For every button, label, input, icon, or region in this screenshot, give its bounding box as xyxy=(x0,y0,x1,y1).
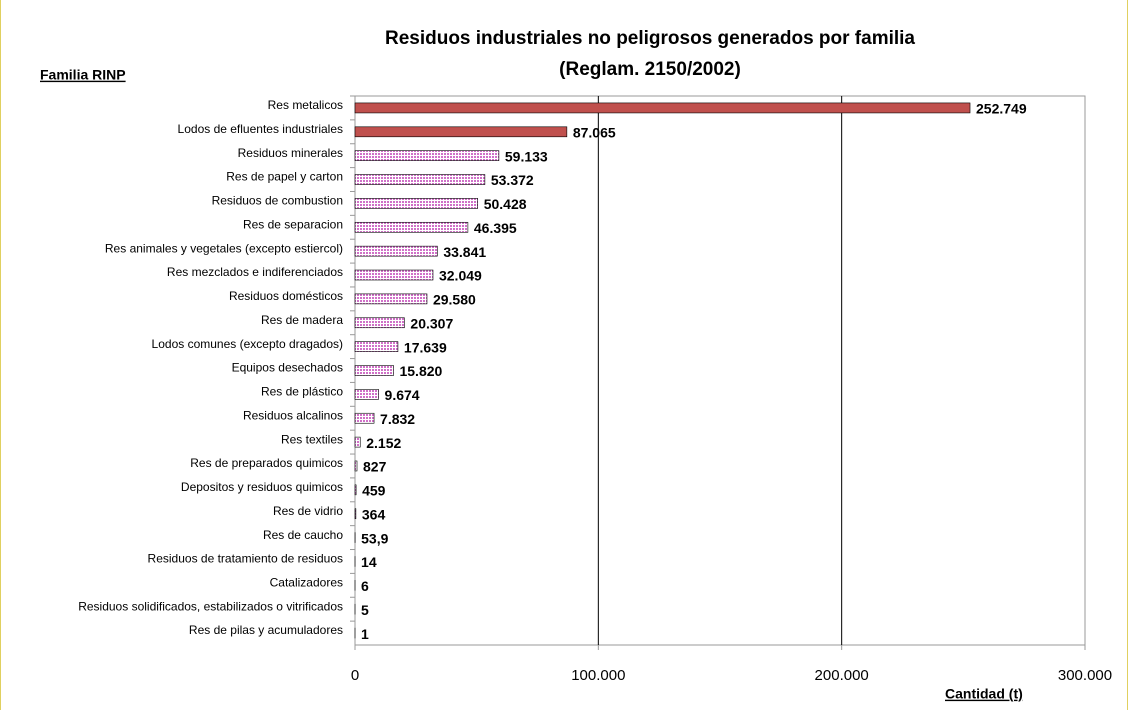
y-tick-label: Res de pilas y acumuladores xyxy=(189,623,343,637)
x-tick-label: 0 xyxy=(351,667,359,684)
y-tick-label: Lodos de efluentes industriales xyxy=(178,122,343,136)
value-label: 20.307 xyxy=(410,315,453,331)
value-label: 1 xyxy=(361,626,369,642)
bar xyxy=(354,484,357,496)
y-tick-label: Res animales y vegetales (excepto estier… xyxy=(105,241,343,255)
x-tick-label: 300.000 xyxy=(1058,667,1112,684)
value-label: 2.152 xyxy=(366,435,401,451)
y-tick-label: Residuos minerales xyxy=(238,146,343,160)
value-label: 15.820 xyxy=(399,363,442,379)
y-tick-label: Res de papel y carton xyxy=(226,170,343,184)
y-tick-label: Catalizadores xyxy=(270,575,343,589)
value-label: 364 xyxy=(362,506,386,522)
value-label: 29.580 xyxy=(433,292,476,308)
bar xyxy=(354,412,375,424)
value-label: 32.049 xyxy=(439,268,482,284)
y-tick-label: Depositos y residuos quimicos xyxy=(181,480,343,494)
bar xyxy=(354,508,357,520)
x-axis-label: Cantidad (t) xyxy=(945,686,1023,702)
value-label: 53.372 xyxy=(491,172,534,188)
y-tick-label: Equipos desechados xyxy=(232,361,343,375)
y-tick-label: Residuos alcalinos xyxy=(243,408,343,422)
value-label: 5 xyxy=(361,602,369,618)
bar xyxy=(354,436,361,448)
y-tick-label: Residuos de tratamiento de residuos xyxy=(148,552,343,566)
value-label: 6 xyxy=(361,578,369,594)
y-tick-label: Lodos comunes (excepto dragados) xyxy=(152,337,343,351)
bar xyxy=(354,221,469,233)
value-label: 14 xyxy=(361,554,377,570)
bar xyxy=(354,150,500,161)
bar xyxy=(354,460,358,472)
y-tick-label: Res de plástico xyxy=(261,385,343,399)
value-label: 50.428 xyxy=(484,196,527,212)
y-tick-label: Res de vidrio xyxy=(273,504,343,518)
y-tick-label: Res de preparados quimicos xyxy=(190,456,343,470)
bar xyxy=(354,293,428,305)
bar xyxy=(354,317,405,329)
y-tick-label: Res metalicos xyxy=(268,98,343,112)
bar xyxy=(354,174,486,185)
value-label: 459 xyxy=(362,483,386,499)
x-tick-label: 200.000 xyxy=(815,667,869,684)
value-label: 59.133 xyxy=(505,148,548,164)
value-label: 17.639 xyxy=(404,339,447,355)
bar xyxy=(354,389,379,400)
value-label: 33.841 xyxy=(443,244,486,260)
bar xyxy=(354,198,479,209)
bar xyxy=(354,102,971,114)
y-tick-label: Res de separacion xyxy=(243,217,343,231)
value-label: 87.065 xyxy=(573,125,616,141)
chart-title: (Reglam. 2150/2002) xyxy=(559,59,741,80)
value-label: 46.395 xyxy=(474,220,517,236)
y-tick-label: Res mezclados e indiferenciados xyxy=(167,265,343,279)
value-label: 7.832 xyxy=(380,411,415,427)
value-label: 252.749 xyxy=(976,101,1027,117)
bar xyxy=(354,341,399,352)
x-tick-label: 100.000 xyxy=(571,667,625,684)
bar xyxy=(354,365,394,376)
y-tick-label: Res de madera xyxy=(261,313,343,327)
bar xyxy=(354,245,438,257)
chart-title: Residuos industriales no peligrosos gene… xyxy=(385,28,915,49)
plot-area xyxy=(354,95,1086,646)
bar xyxy=(354,269,434,281)
y-tick-label: Residuos domésticos xyxy=(229,289,343,303)
y-tick-label: Residuos de combustion xyxy=(212,194,343,208)
value-label: 9.674 xyxy=(385,387,420,403)
y-tick-label: Res de caucho xyxy=(263,528,343,542)
y-tick-label: Res textiles xyxy=(281,432,343,446)
y-tick-label: Residuos solidificados, estabilizados o … xyxy=(78,599,343,613)
value-label: 53,9 xyxy=(361,530,388,546)
value-label: 827 xyxy=(363,459,387,475)
bar xyxy=(354,126,568,138)
y-axis-label: Familia RINP xyxy=(40,67,126,83)
